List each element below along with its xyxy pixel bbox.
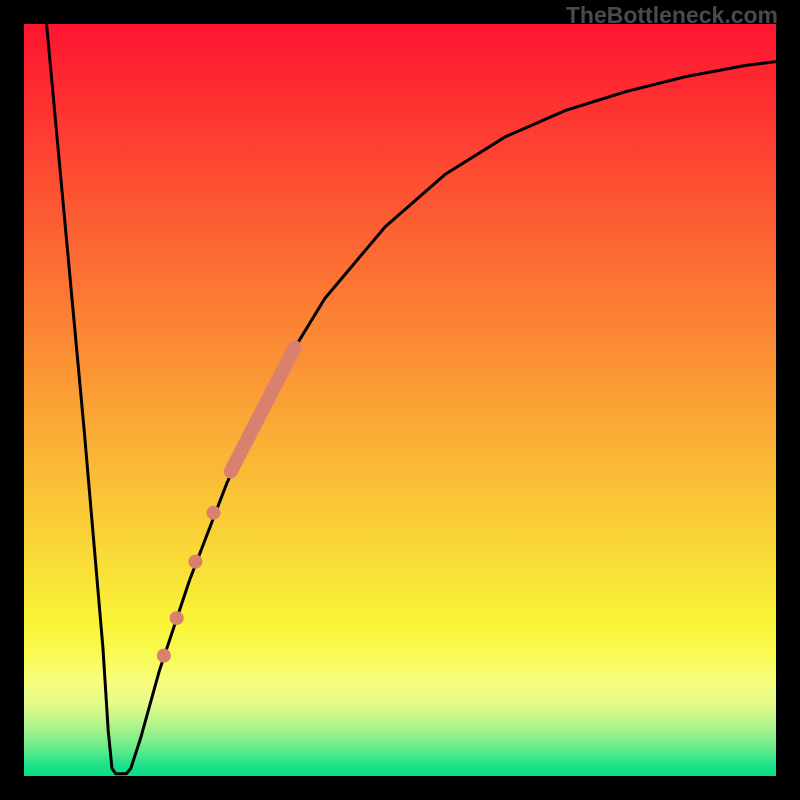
chart-container: TheBottleneck.com [0,0,800,800]
chart-svg [0,0,800,800]
marker-dot [157,649,171,663]
watermark-text: TheBottleneck.com [566,2,778,29]
marker-dot [207,506,221,520]
plot-background [24,24,776,776]
marker-dot [188,555,202,569]
marker-dot [170,611,184,625]
